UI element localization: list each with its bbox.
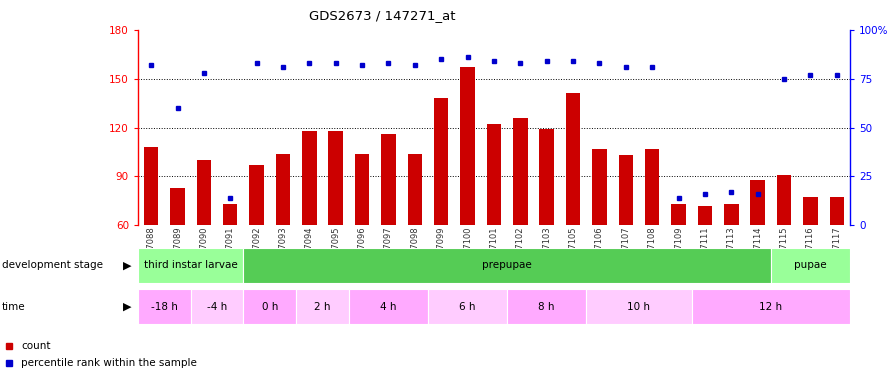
Bar: [460, 68, 475, 225]
Bar: [539, 129, 554, 225]
Text: ▶: ▶: [123, 302, 132, 312]
Bar: [249, 165, 263, 225]
Bar: [750, 180, 765, 225]
Bar: [587, 289, 692, 324]
Text: prepupae: prepupae: [482, 260, 532, 270]
Text: count: count: [21, 341, 51, 351]
Text: 6 h: 6 h: [459, 302, 476, 312]
Text: development stage: development stage: [2, 260, 102, 270]
Bar: [434, 98, 449, 225]
Text: third instar larvae: third instar larvae: [144, 260, 238, 270]
Text: 8 h: 8 h: [538, 302, 555, 312]
Bar: [355, 153, 369, 225]
Bar: [724, 204, 739, 225]
Bar: [244, 289, 296, 324]
Bar: [487, 124, 501, 225]
Bar: [428, 289, 507, 324]
Bar: [692, 289, 850, 324]
Text: 10 h: 10 h: [627, 302, 651, 312]
Text: ▶: ▶: [123, 260, 132, 270]
Text: 12 h: 12 h: [759, 302, 782, 312]
Bar: [381, 134, 396, 225]
Text: -4 h: -4 h: [207, 302, 227, 312]
Bar: [829, 197, 844, 225]
Bar: [170, 188, 185, 225]
Text: 2 h: 2 h: [314, 302, 331, 312]
Bar: [513, 118, 528, 225]
Bar: [302, 131, 317, 225]
Bar: [619, 155, 633, 225]
Bar: [244, 248, 771, 283]
Bar: [144, 147, 158, 225]
Bar: [138, 248, 244, 283]
Bar: [138, 289, 190, 324]
Text: GDS2673 / 147271_at: GDS2673 / 147271_at: [310, 9, 456, 22]
Bar: [777, 175, 791, 225]
Bar: [190, 289, 244, 324]
Bar: [296, 289, 349, 324]
Text: 4 h: 4 h: [380, 302, 397, 312]
Bar: [349, 289, 428, 324]
Bar: [671, 204, 686, 225]
Bar: [276, 153, 290, 225]
Bar: [698, 206, 712, 225]
Text: time: time: [2, 302, 26, 312]
Bar: [408, 153, 422, 225]
Bar: [645, 148, 659, 225]
Bar: [328, 131, 343, 225]
Bar: [223, 204, 238, 225]
Bar: [197, 160, 211, 225]
Text: pupae: pupae: [794, 260, 827, 270]
Bar: [771, 248, 850, 283]
Text: percentile rank within the sample: percentile rank within the sample: [21, 358, 197, 368]
Bar: [803, 197, 818, 225]
Bar: [592, 148, 607, 225]
Text: -18 h: -18 h: [151, 302, 178, 312]
Bar: [507, 289, 587, 324]
Bar: [566, 93, 580, 225]
Text: 0 h: 0 h: [262, 302, 278, 312]
